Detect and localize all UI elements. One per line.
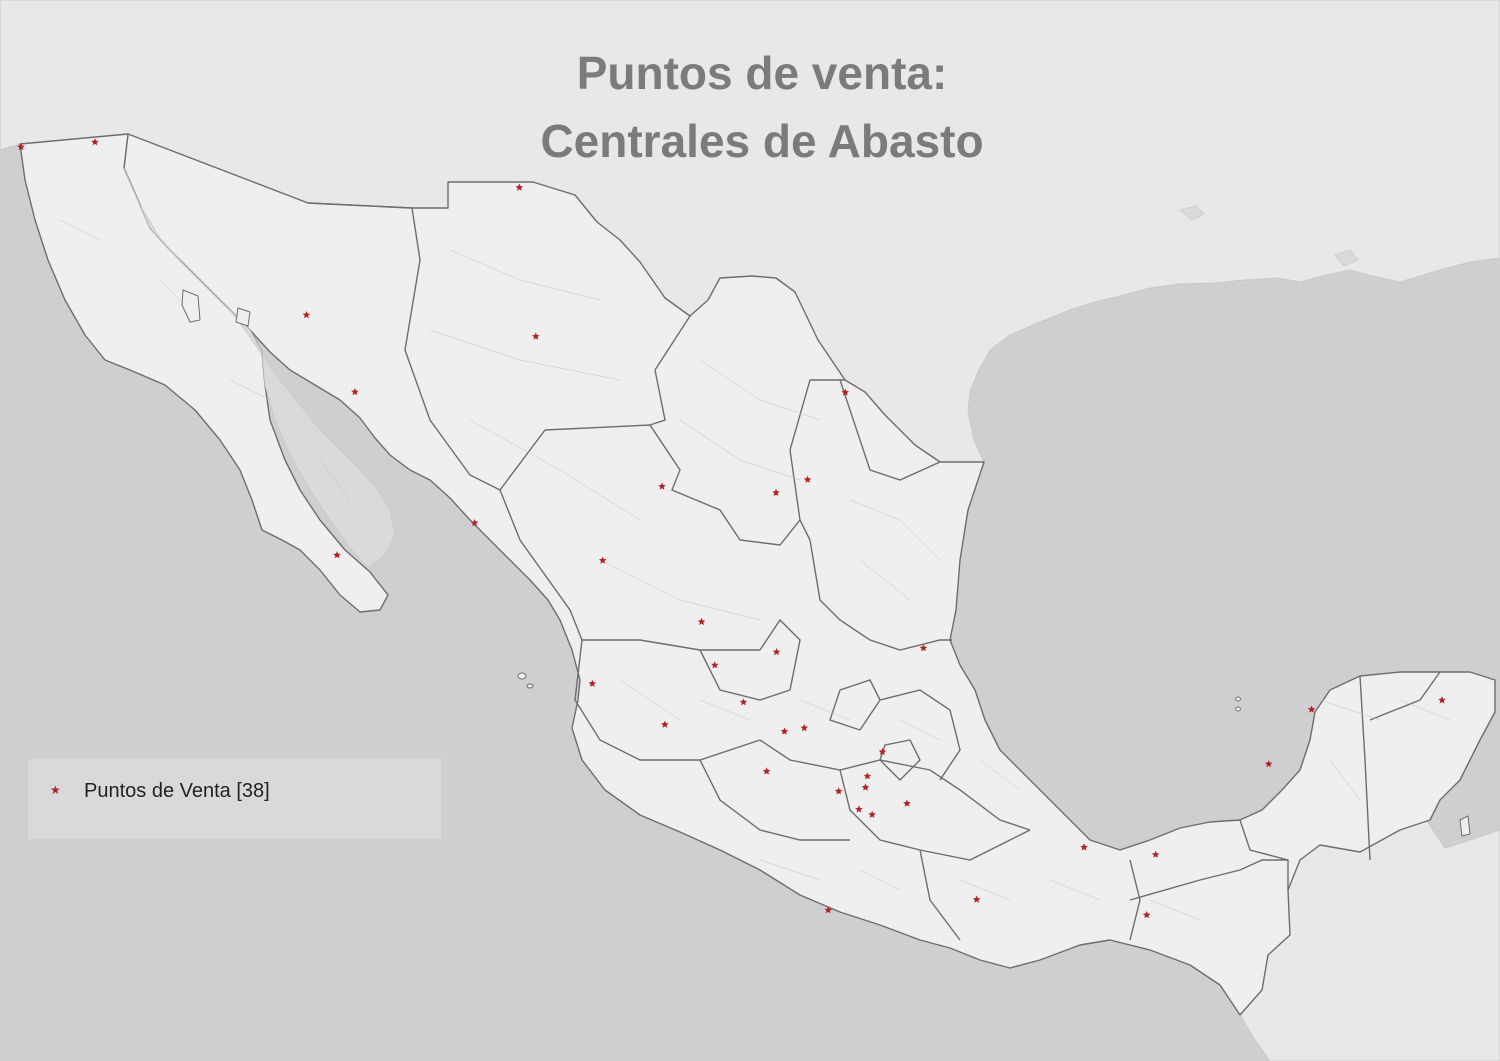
point-of-sale-marker[interactable]: San Luis Potosí: [772, 648, 781, 656]
legend-label: Puntos de Venta [38]: [84, 780, 270, 802]
point-of-sale-marker[interactable]: Chihuahua: [532, 332, 540, 340]
point-of-sale-marker[interactable]: Culiacán: [470, 519, 479, 527]
map-title-line2: Centrales de Abasto: [540, 115, 984, 167]
point-of-sale-marker[interactable]: Villahermosa: [1151, 850, 1160, 858]
point-of-sale-marker[interactable]: Ciudad de México: [861, 783, 870, 791]
point-of-sale-marker[interactable]: Ciudad Juárez: [515, 183, 524, 191]
point-of-sale-marker[interactable]: Ciudad Obregón: [351, 388, 359, 396]
point-of-sale-marker[interactable]: Celaya: [780, 727, 789, 735]
point-of-sale-marker[interactable]: Morelia: [762, 767, 771, 775]
island-tiburon: [235, 307, 251, 327]
point-of-sale-marker[interactable]: Aguascalientes: [711, 661, 719, 669]
island-marias: [517, 672, 527, 680]
mexico-mainland[interactable]: [123, 133, 1496, 1016]
point-of-sale-marker[interactable]: Nuevo Laredo: [841, 388, 850, 396]
island-cozumel: [1459, 815, 1471, 837]
point-of-sale-marker[interactable]: Cuernavaca: [855, 805, 863, 813]
star-icon: ★: [50, 783, 61, 797]
point-of-sale-marker[interactable]: Tuxtla Gutiérrez: [1142, 911, 1151, 919]
point-of-sale-marker[interactable]: Zacatecas: [697, 617, 706, 626]
legend-box: ★ Puntos de Venta [38]: [28, 759, 441, 839]
mexico-territory: [19, 133, 1496, 1016]
point-of-sale-marker[interactable]: Cuautla: [868, 810, 876, 818]
islands: [181, 289, 1471, 837]
point-of-sale-marker[interactable]: Mérida: [1307, 705, 1316, 713]
point-of-sale-marker[interactable]: Querétaro: [800, 724, 809, 732]
markers-layer: Tijuana Ciudad Juárez Hermosillo Chihuahua C…: [17, 138, 1446, 919]
point-of-sale-marker[interactable]: Mexicali: [91, 138, 99, 146]
point-of-sale-marker[interactable]: La Paz: [333, 551, 341, 559]
map-title-line1: Puntos de venta:: [576, 47, 948, 99]
point-of-sale-marker[interactable]: Guadalajara: [661, 720, 669, 728]
island-angel-de-la-guarda: [181, 289, 201, 323]
point-of-sale-marker[interactable]: Toluca: [834, 787, 843, 795]
point-of-sale-marker[interactable]: Coatzacoalcos: [1080, 843, 1088, 851]
point-of-sale-marker[interactable]: Tepic: [588, 679, 597, 687]
state-borders: [307, 202, 1441, 941]
point-of-sale-marker[interactable]: Saltillo: [772, 488, 780, 496]
point-of-sale-marker[interactable]: Oaxaca: [972, 895, 981, 903]
point-of-sale-marker[interactable]: Acapulco: [824, 906, 833, 914]
point-of-sale-marker[interactable]: Tampico: [919, 644, 928, 652]
point-of-sale-marker[interactable]: Cancún: [1438, 696, 1446, 704]
point-of-sale-marker[interactable]: Campeche: [1264, 760, 1273, 768]
point-of-sale-marker[interactable]: León: [739, 698, 748, 706]
point-of-sale-marker[interactable]: Tijuana: [17, 143, 25, 151]
point-of-sale-marker[interactable]: Durango: [598, 556, 607, 564]
point-of-sale-marker[interactable]: Pachuca: [878, 747, 887, 756]
point-of-sale-marker[interactable]: Ecatepec: [863, 772, 872, 780]
municipal-borders: [59, 219, 1451, 921]
point-of-sale-marker[interactable]: Puebla: [903, 799, 911, 807]
point-of-sale-marker[interactable]: Torreón: [658, 482, 666, 490]
point-of-sale-marker[interactable]: Hermosillo: [302, 311, 311, 319]
us-lake: [1334, 249, 1359, 267]
point-of-sale-marker[interactable]: Monterrey: [803, 475, 812, 483]
sea-of-cortez: [123, 167, 396, 569]
us-lake: [1179, 205, 1205, 221]
